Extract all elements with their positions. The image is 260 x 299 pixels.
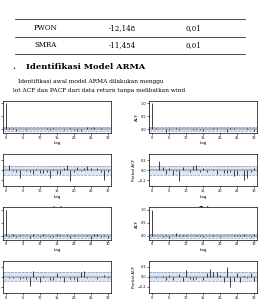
X-axis label: Lag: Lag (199, 141, 207, 145)
Text: Identifikasi Model ARMA: Identifikasi Model ARMA (25, 63, 145, 71)
X-axis label: Lag: Lag (53, 195, 61, 199)
Bar (149, 127, 257, 132)
X-axis label: Lag: Lag (53, 141, 61, 145)
Text: .: . (13, 63, 16, 71)
Text: -11,454: -11,454 (109, 42, 136, 49)
Bar (3, 234, 111, 238)
Text: PWON: PWON (34, 24, 58, 32)
Text: 0,01: 0,01 (186, 24, 202, 32)
Bar (3, 166, 111, 175)
Text: Identifikasi awal model ARMA dilakukan menggu: Identifikasi awal model ARMA dilakukan m… (18, 79, 164, 84)
Bar (149, 272, 257, 281)
Text: (a): (a) (50, 205, 64, 214)
X-axis label: Lag: Lag (199, 248, 207, 252)
Bar (3, 127, 111, 132)
Y-axis label: ACF: ACF (135, 219, 139, 228)
Y-axis label: Partial ACF: Partial ACF (132, 159, 136, 181)
Y-axis label: Partial ACF: Partial ACF (132, 266, 136, 288)
Text: -12,148: -12,148 (109, 24, 136, 32)
Bar (3, 272, 111, 281)
X-axis label: Lag: Lag (199, 195, 207, 199)
X-axis label: Lag: Lag (53, 248, 61, 252)
Bar (149, 166, 257, 175)
Y-axis label: ACF: ACF (135, 113, 139, 121)
Text: (b): (b) (196, 205, 211, 214)
Bar (149, 234, 257, 238)
Text: 0,01: 0,01 (186, 42, 202, 49)
Text: lot ACF dan PACF dari data return tanpa melibatkan wind: lot ACF dan PACF dari data return tanpa … (13, 88, 185, 93)
Text: SMRA: SMRA (35, 42, 57, 49)
